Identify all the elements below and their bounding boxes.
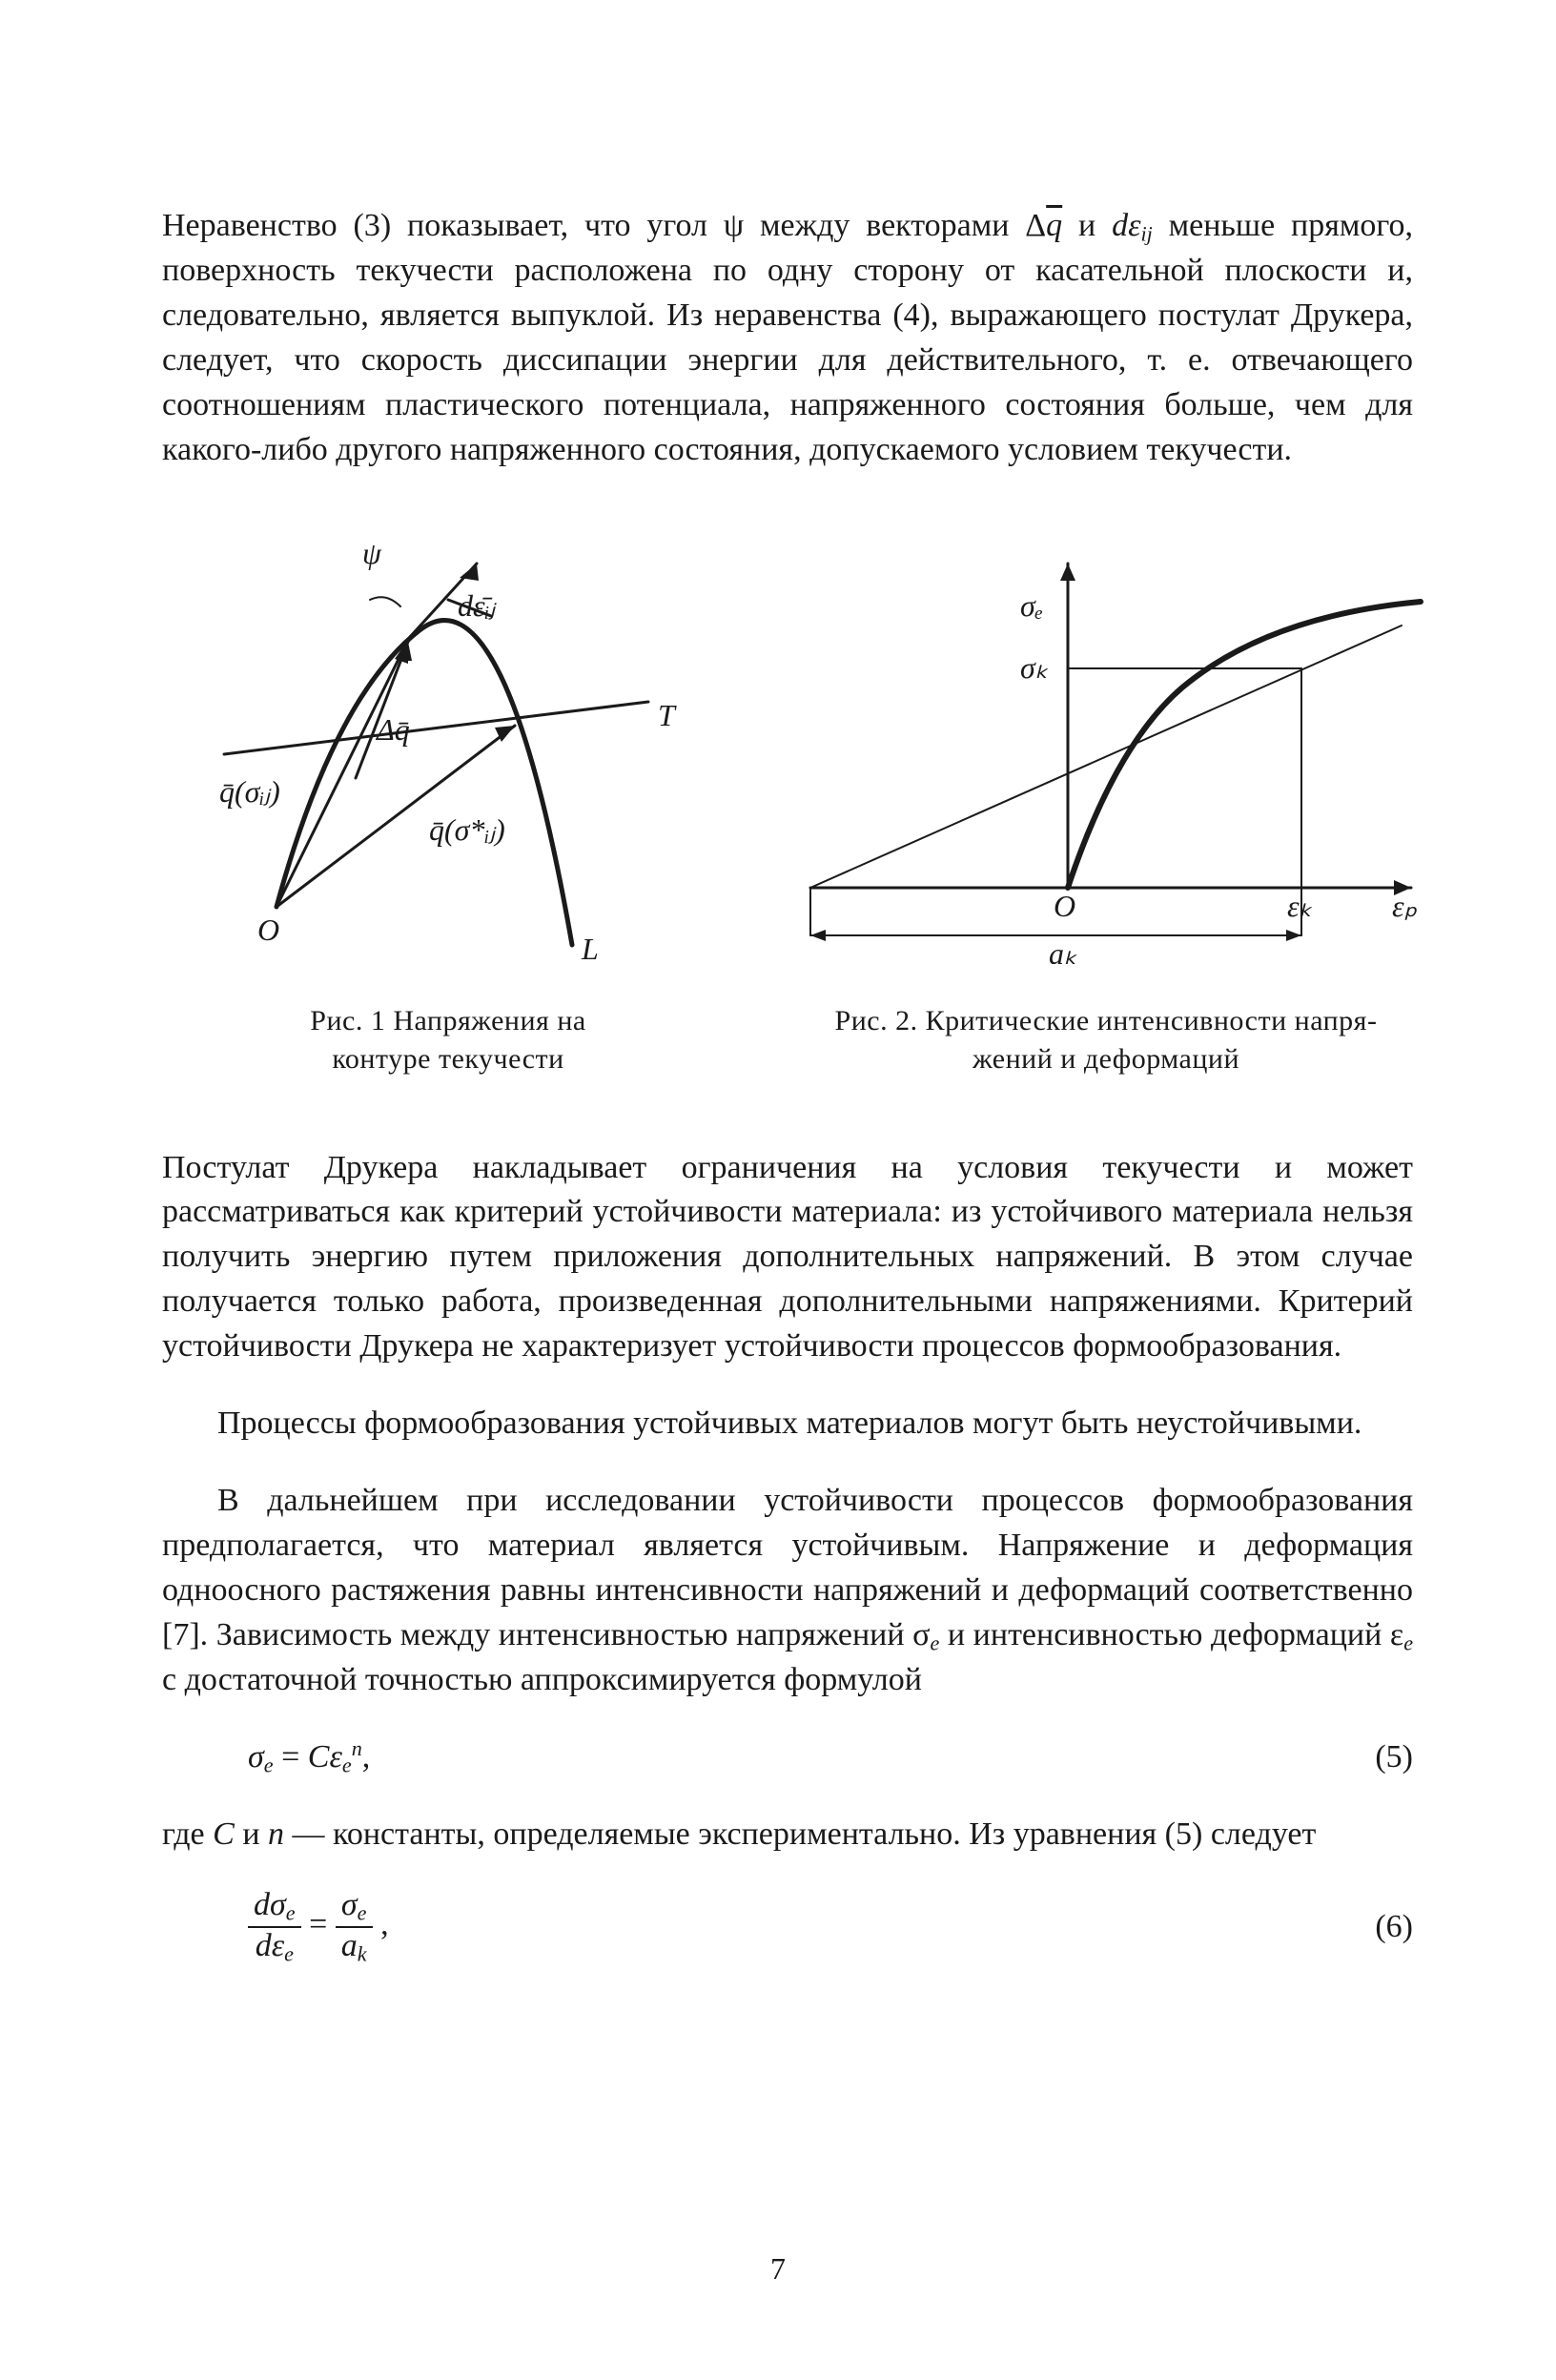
fig1-label-O: O — [257, 913, 279, 947]
figure-2: σₑ σₖ O εₖ εₚ aₖ Рис. 2. Критические инт… — [772, 525, 1440, 1079]
sym: C — [308, 1739, 330, 1775]
sym: = — [274, 1739, 308, 1775]
caption-line: Рис. 2. Критические интенсивности напря- — [835, 1005, 1378, 1036]
fig2-label-ak: aₖ — [1049, 936, 1077, 964]
text: и интенсивностью деформаций ε — [939, 1617, 1403, 1652]
sym-dq: q — [1046, 208, 1062, 243]
page: Неравенство (3) показывает, что угол ψ м… — [0, 0, 1556, 2380]
paragraph-3: Процессы формообразования устойчивых мат… — [162, 1402, 1413, 1446]
fraction: dσe dεe — [248, 1889, 301, 1964]
sym: σ — [341, 1887, 358, 1922]
paragraph-1: Неравенство (3) показывает, что угол ψ м… — [162, 204, 1413, 473]
paragraph-5: где C и n — константы, определяемые эксп… — [162, 1813, 1413, 1857]
sym-ij: ij — [1140, 222, 1152, 246]
text: — константы, определяемые эксперименталь… — [284, 1816, 1316, 1852]
text: Неравенство (3) показывает, что угол ψ м… — [162, 208, 1046, 243]
text: и — [1062, 208, 1112, 243]
sub: e — [358, 1901, 367, 1925]
paragraph-2: Постулат Друкера накладывает ограничения… — [162, 1146, 1413, 1370]
fig2-label-ep: εₚ — [1392, 889, 1418, 923]
sym: dσ — [254, 1887, 286, 1922]
figure-2-svg: σₑ σₖ O εₖ εₚ aₖ — [772, 525, 1440, 964]
sym: , — [373, 1907, 389, 1942]
caption-line: контуре текучести — [332, 1043, 563, 1075]
sym: a — [341, 1928, 358, 1963]
sym: , — [362, 1739, 371, 1775]
sym: σ — [248, 1739, 264, 1775]
figures-row: ψ dε̄ᵢⱼ Δq̄ T q̄(σᵢⱼ) q̄(σ*ᵢⱼ) O L Рис. … — [162, 525, 1413, 1079]
page-number: 7 — [0, 2247, 1556, 2289]
sym-de: dε — [1112, 208, 1140, 243]
fig1-label-L: L — [581, 932, 599, 964]
sym: C — [213, 1816, 235, 1852]
fig1-label-dq: Δq̄ — [375, 712, 410, 747]
text: где — [162, 1816, 213, 1852]
fig2-label-sk: σₖ — [1020, 650, 1049, 685]
fraction: σe ak — [336, 1889, 373, 1964]
equation-5-number: (5) — [1327, 1735, 1413, 1780]
text: меньше прямого, поверхность текучести ра… — [162, 208, 1413, 467]
fig1-label-psi: ψ — [362, 536, 382, 570]
figure-1-svg: ψ dε̄ᵢⱼ Δq̄ T q̄(σᵢⱼ) q̄(σ*ᵢⱼ) O L — [162, 525, 734, 964]
sub: e — [930, 1631, 939, 1654]
text: и — [235, 1816, 268, 1852]
text: с достаточной точностью аппроксимируется… — [162, 1662, 922, 1697]
equation-5: σe = Cεen, (5) — [162, 1735, 1413, 1780]
sym: ε — [329, 1739, 341, 1775]
figure-2-caption: Рис. 2. Критические интенсивности напря-… — [772, 1002, 1440, 1079]
equation-6-number: (6) — [1327, 1905, 1413, 1950]
sub: e — [286, 1901, 296, 1925]
fig2-label-ek: εₖ — [1287, 889, 1313, 923]
fig2-label-O: O — [1054, 889, 1075, 923]
fig1-label-q2: q̄(σ*ᵢⱼ) — [429, 812, 505, 847]
caption-line: жений и деформаций — [972, 1043, 1239, 1075]
sym: = — [301, 1907, 336, 1942]
sym: dε — [256, 1928, 284, 1963]
sub: e — [284, 1942, 294, 1966]
fig1-label-deps: dε̄ᵢⱼ — [458, 588, 498, 623]
fig1-label-T: T — [658, 698, 677, 732]
sym: n — [268, 1816, 284, 1852]
sup: n — [352, 1736, 362, 1760]
sub: k — [358, 1942, 367, 1966]
equation-5-body: σe = Cεen, — [162, 1738, 1327, 1776]
caption-line: Рис. 1 Напряжения на — [310, 1005, 585, 1036]
sub: e — [264, 1754, 274, 1777]
paragraph-4: В дальнейшем при исследовании устойчивос… — [162, 1479, 1413, 1703]
fig2-label-se: σₑ — [1020, 588, 1043, 623]
sub: e — [342, 1754, 352, 1777]
figure-1: ψ dε̄ᵢⱼ Δq̄ T q̄(σᵢⱼ) q̄(σ*ᵢⱼ) O L Рис. … — [162, 525, 734, 1079]
equation-6-body: dσe dεe = σe ak , — [162, 1889, 1327, 1964]
fig1-label-q1: q̄(σᵢⱼ) — [219, 774, 280, 809]
sub: e — [1403, 1631, 1413, 1654]
equation-6: dσe dεe = σe ak , (6) — [162, 1889, 1413, 1964]
figure-1-caption: Рис. 1 Напряжения на контуре текучести — [162, 1002, 734, 1079]
